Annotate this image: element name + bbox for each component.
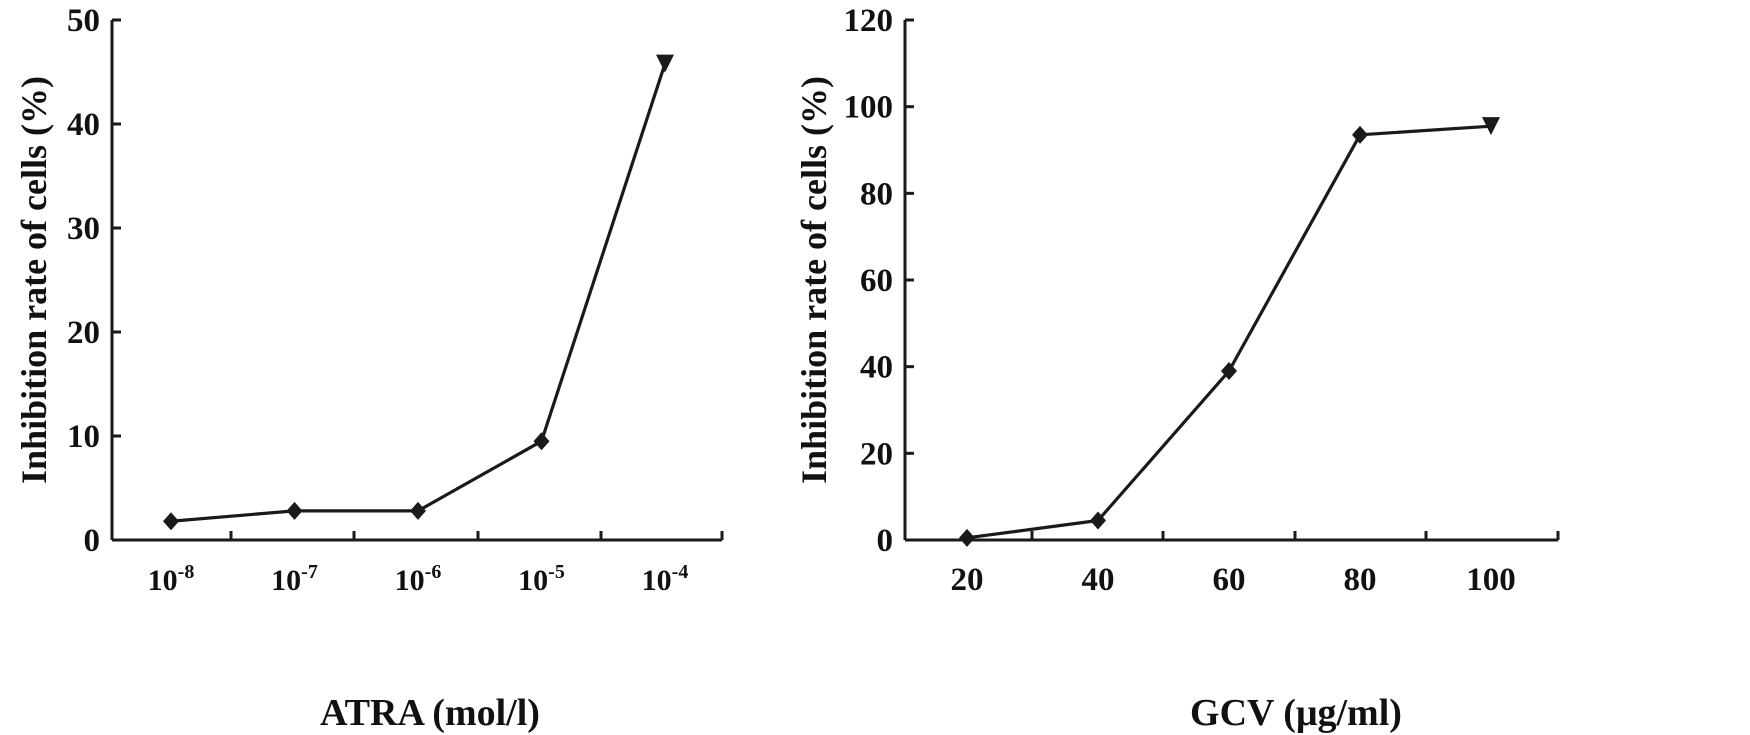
data-point-marker xyxy=(286,501,303,520)
data-point-marker xyxy=(163,512,179,531)
x-tick-label: 80 xyxy=(1344,562,1377,598)
data-point-marker xyxy=(1352,125,1368,144)
x-tick-label: 20 xyxy=(951,562,984,598)
y-tick-label: 0 xyxy=(84,523,101,559)
x-tick-base: 10 xyxy=(395,564,425,597)
x-axis-title: GCV (μg/ml) xyxy=(1190,692,1402,734)
x-tick-exponent: -7 xyxy=(301,561,318,583)
data-point-marker xyxy=(959,528,975,547)
y-tick-label: 20 xyxy=(67,315,100,351)
data-point-marker xyxy=(656,54,674,73)
y-tick-label: 0 xyxy=(877,523,894,559)
y-tick-label: 40 xyxy=(67,107,100,143)
y-axis-title: Inhibition rate of cells (%) xyxy=(794,76,834,484)
data-point-marker xyxy=(1221,362,1237,380)
series-line xyxy=(966,124,1492,540)
x-tick-exponent: -5 xyxy=(548,561,565,583)
x-axis-title: ATRA (mol/l) xyxy=(320,692,540,734)
y-tick-label: 100 xyxy=(844,90,894,126)
data-point-marker xyxy=(1482,117,1500,136)
y-tick-label: 50 xyxy=(67,3,100,39)
data-point-marker xyxy=(1090,511,1106,530)
y-tick-label: 80 xyxy=(860,176,893,212)
x-tick-exponent: -6 xyxy=(425,561,442,583)
x-tick-base: 10 xyxy=(271,564,301,597)
x-tick-base: 10 xyxy=(642,564,672,597)
x-tick-label: 100 xyxy=(1466,562,1516,598)
chart-gcv: 0 20 40 60 80 100 120 20 40 60 80 100 GCV (μg/ml) Inh… xyxy=(794,3,1560,734)
series-line xyxy=(170,63,667,523)
x-tick-label: 40 xyxy=(1082,562,1115,598)
y-tick-label: 120 xyxy=(844,3,894,39)
x-tick-base: 10 xyxy=(148,564,178,597)
data-point-marker xyxy=(533,432,550,451)
x-tick-label: 60 xyxy=(1213,562,1246,598)
data-point-marker xyxy=(410,501,426,520)
y-tick-label: 10 xyxy=(67,419,100,455)
x-tick-label: 10-8 xyxy=(148,561,195,597)
x-tick-exponent: -8 xyxy=(178,561,195,583)
x-tick-base: 10 xyxy=(518,564,548,597)
x-tick-label: 10-6 xyxy=(395,561,442,597)
y-tick-label: 20 xyxy=(860,436,893,472)
y-tick-label: 40 xyxy=(860,350,893,386)
x-tick-label: 10-5 xyxy=(518,561,565,597)
y-tick-label: 30 xyxy=(67,211,100,247)
y-tick-label: 60 xyxy=(860,263,893,299)
x-tick-label: 10-7 xyxy=(271,561,318,597)
x-tick-exponent: -4 xyxy=(672,561,689,583)
y-axis-title: Inhibition rate of cells (%) xyxy=(14,76,54,484)
x-tick-label: 10-4 xyxy=(642,561,689,597)
